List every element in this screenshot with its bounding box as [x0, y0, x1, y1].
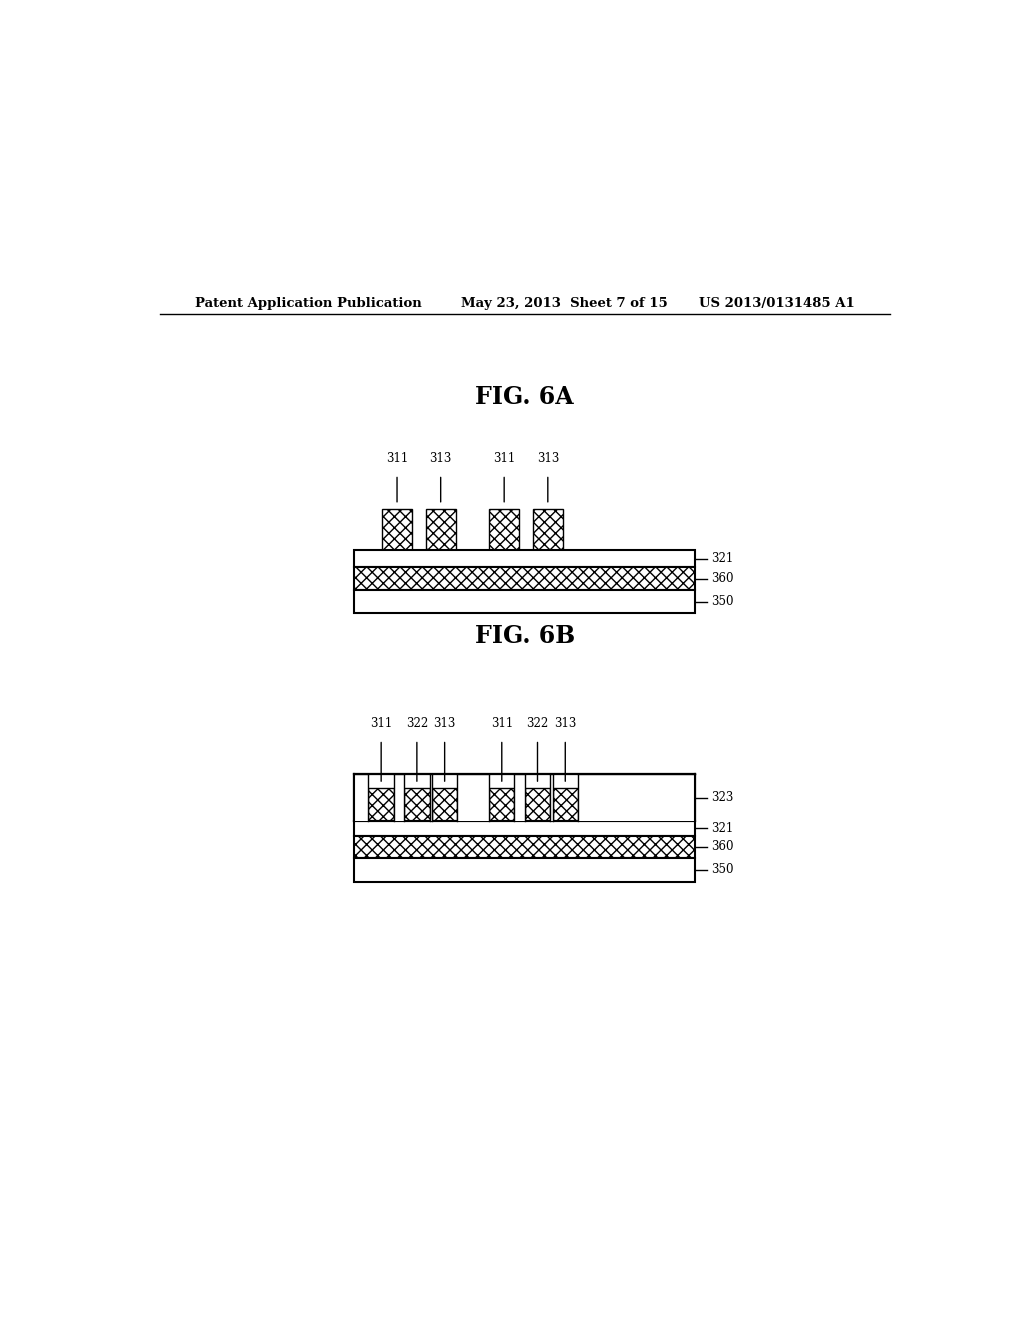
Text: 321: 321 [712, 552, 733, 565]
Bar [369, 788, 394, 821]
Bar [354, 774, 369, 821]
Text: 360: 360 [712, 841, 734, 853]
Text: 323: 323 [712, 791, 733, 804]
Bar [426, 508, 456, 550]
Bar [432, 788, 458, 821]
Text: Patent Application Publication: Patent Application Publication [196, 297, 422, 310]
Text: 321: 321 [712, 822, 733, 836]
Bar [553, 788, 578, 821]
Text: 313: 313 [537, 451, 559, 465]
Bar [404, 788, 430, 821]
Bar [354, 858, 695, 882]
Bar [354, 590, 695, 614]
Text: 311: 311 [370, 717, 392, 730]
Bar [532, 508, 563, 550]
Text: 313: 313 [554, 717, 577, 730]
Bar [489, 508, 519, 550]
Bar [578, 774, 695, 821]
Text: 311: 311 [493, 451, 515, 465]
Bar [354, 568, 695, 590]
Text: 322: 322 [526, 717, 549, 730]
Bar [514, 774, 525, 821]
Bar [354, 821, 695, 836]
Text: 311: 311 [386, 451, 409, 465]
Text: May 23, 2013  Sheet 7 of 15: May 23, 2013 Sheet 7 of 15 [461, 297, 668, 310]
Bar [524, 788, 550, 821]
Text: 350: 350 [712, 595, 734, 609]
Text: US 2013/0131485 A1: US 2013/0131485 A1 [699, 297, 855, 310]
Bar [354, 774, 695, 821]
Text: 322: 322 [406, 717, 428, 730]
Text: FIG. 6B: FIG. 6B [475, 624, 574, 648]
Bar [394, 774, 404, 821]
Text: 350: 350 [712, 863, 734, 876]
Text: FIG. 6A: FIG. 6A [475, 384, 574, 409]
Bar [430, 774, 432, 821]
Bar [489, 788, 514, 821]
Bar [382, 508, 412, 550]
Bar [354, 836, 695, 858]
Bar [458, 774, 489, 821]
Text: 313: 313 [433, 717, 456, 730]
Text: 360: 360 [712, 572, 734, 585]
Bar [354, 550, 695, 568]
Text: 311: 311 [490, 717, 513, 730]
Bar [550, 774, 553, 821]
Text: 313: 313 [429, 451, 452, 465]
